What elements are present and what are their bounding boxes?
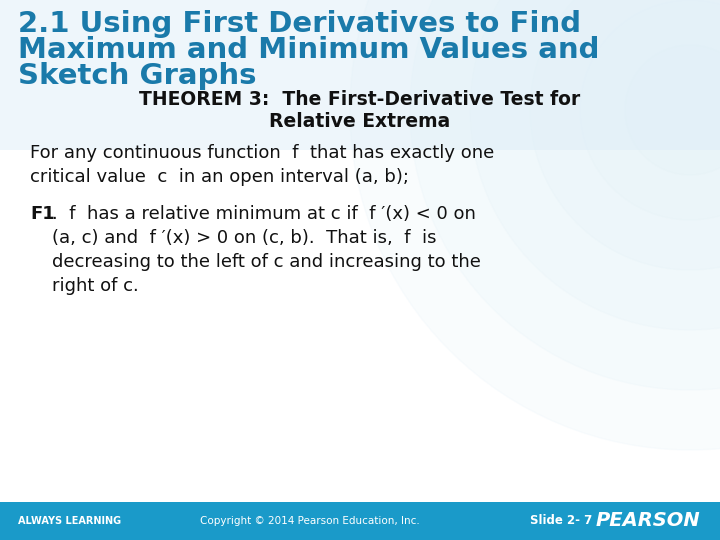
Text: THEOREM 3:  The First-Derivative Test for: THEOREM 3: The First-Derivative Test for — [140, 90, 580, 109]
Circle shape — [470, 0, 720, 330]
Circle shape — [350, 0, 720, 450]
Circle shape — [580, 0, 720, 220]
Text: 2.1 Using First Derivatives to Find: 2.1 Using First Derivatives to Find — [18, 10, 581, 38]
FancyBboxPatch shape — [0, 502, 720, 540]
Text: ALWAYS LEARNING: ALWAYS LEARNING — [18, 516, 121, 526]
Circle shape — [625, 45, 720, 175]
FancyBboxPatch shape — [0, 0, 720, 150]
Circle shape — [410, 0, 720, 390]
Text: decreasing to the left of c and increasing to the: decreasing to the left of c and increasi… — [52, 253, 481, 271]
Text: F1: F1 — [30, 205, 55, 223]
Text: critical value  c  in an open interval (a, b);: critical value c in an open interval (a,… — [30, 168, 409, 186]
Text: right of c.: right of c. — [52, 277, 139, 295]
Text: .  f  has a relative minimum at c if  f ′(x) < 0 on: . f has a relative minimum at c if f ′(x… — [52, 205, 476, 223]
Text: (a, c) and  f ′(x) > 0 on (c, b).  That is,  f  is: (a, c) and f ′(x) > 0 on (c, b). That is… — [52, 229, 436, 247]
Text: Copyright © 2014 Pearson Education, Inc.: Copyright © 2014 Pearson Education, Inc. — [200, 516, 420, 526]
Text: For any continuous function  f  that has exactly one: For any continuous function f that has e… — [30, 144, 494, 162]
Text: Maximum and Minimum Values and: Maximum and Minimum Values and — [18, 36, 600, 64]
Text: Slide 2- 7: Slide 2- 7 — [530, 515, 593, 528]
Circle shape — [530, 0, 720, 270]
Text: Relative Extrema: Relative Extrema — [269, 112, 451, 131]
Text: PEARSON: PEARSON — [595, 511, 700, 530]
Text: Sketch Graphs: Sketch Graphs — [18, 62, 256, 90]
